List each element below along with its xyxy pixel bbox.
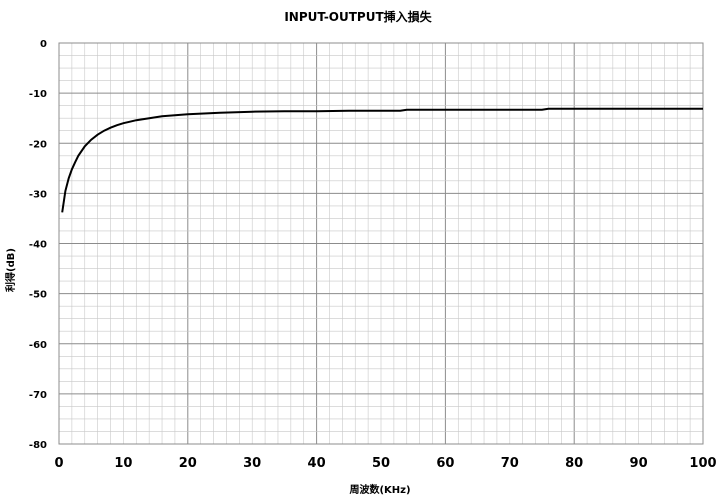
- grid: [58, 42, 704, 445]
- x-tick-label: 20: [179, 456, 197, 471]
- x-tick-label: 100: [689, 456, 716, 471]
- x-tick-label: 50: [372, 456, 390, 471]
- y-tick-label: -10: [29, 89, 47, 100]
- y-tick-label: -60: [29, 340, 47, 351]
- x-tick-label: 0: [54, 456, 63, 471]
- x-tick-label: 60: [436, 456, 454, 471]
- x-tick-label: 30: [243, 456, 261, 471]
- x-tick-labels: 0 10 20 30 40 50 60 70 80 90 100: [54, 456, 716, 471]
- y-tick-label: -70: [29, 390, 47, 401]
- x-tick-label: 90: [630, 456, 648, 471]
- y-tick-label: -40: [29, 240, 47, 251]
- x-tick-label: 80: [565, 456, 583, 471]
- chart-title: INPUT-OUTPUT挿入損失: [284, 9, 432, 24]
- x-tick-label: 40: [308, 456, 326, 471]
- x-axis-label: 周波数(KHz): [349, 483, 410, 496]
- series-line: [61, 107, 703, 213]
- x-tick-label: 70: [501, 456, 519, 471]
- y-tick-label: -80: [29, 440, 47, 451]
- y-tick-labels: 0 -10 -20 -30 -40 -50 -60 -70 -80: [29, 39, 47, 451]
- y-tick-label: 0: [40, 39, 47, 50]
- x-tick-label: 10: [114, 456, 132, 471]
- y-tick-label: -20: [29, 139, 47, 150]
- y-axis-label: 利得(dB): [4, 248, 17, 292]
- y-tick-label: -30: [29, 189, 47, 200]
- plot-frame: [58, 42, 704, 445]
- y-tick-label: -50: [29, 290, 47, 301]
